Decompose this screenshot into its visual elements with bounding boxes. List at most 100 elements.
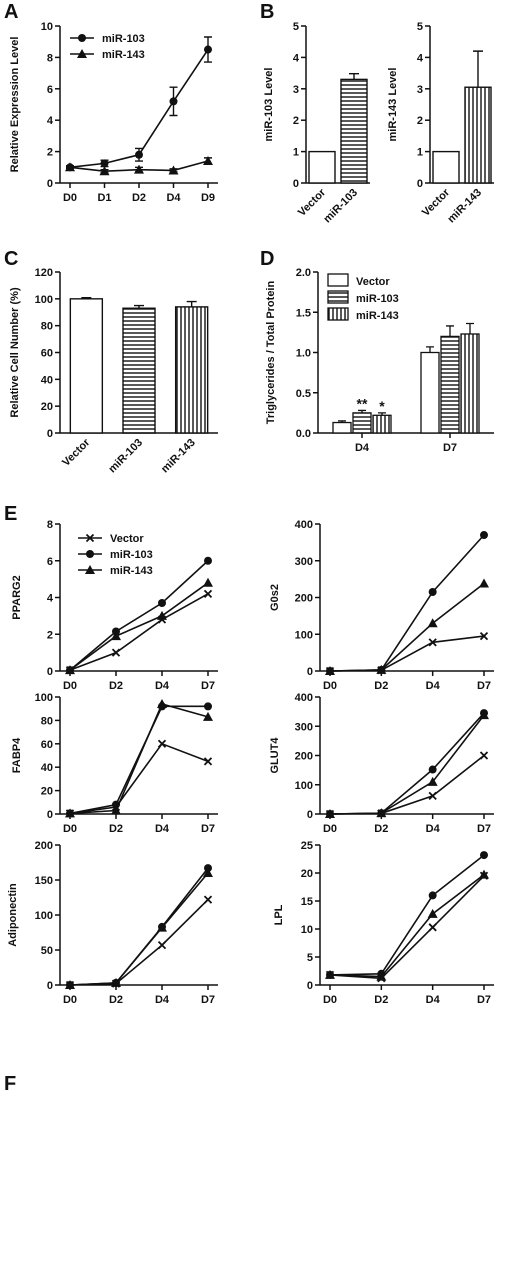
x-tick-label: D4 [426,994,441,1006]
data-point [376,664,387,674]
x-tick-label: D7 [201,994,215,1006]
significance-label: ** [357,395,368,411]
bar [122,307,156,434]
series-line-circle [69,560,209,671]
x-tick-label: D7 [201,680,215,692]
x-tick-label: miR-103 [321,187,360,226]
legend-label: miR-143 [102,49,145,61]
error-bar [378,412,386,416]
data-point [203,156,213,166]
x-tick-label: D7 [477,823,491,835]
x-tick-label: D2 [374,823,388,835]
bar [464,86,492,184]
data-point [428,638,437,647]
x-tick-label: D0 [63,192,77,204]
series-line-triangle [69,703,209,815]
data-point [111,648,121,657]
legend-label: Vector [356,276,390,288]
error-bar [186,300,197,307]
data-point [376,808,387,818]
legend-marker [78,34,86,42]
data-point [204,702,212,711]
series-line-triangle [69,582,209,671]
error-bar [466,322,474,334]
data-point [135,150,143,159]
y-tick-label: 50 [41,945,53,957]
x-tick-label: miR-103 [106,437,145,476]
panel-letter-d: D [260,248,274,270]
data-point [203,757,213,766]
y-tick-label: 2 [417,115,423,127]
data-point [428,765,437,774]
data-point [169,97,178,106]
x-tick-label: D4 [426,680,441,692]
panel-letter-e: E [4,503,17,525]
error-bar [134,304,144,309]
y-tick-label: 200 [35,840,53,852]
y-tick-label: 20 [41,401,53,413]
data-point [158,599,166,608]
y-tick-label: 100 [35,294,53,306]
x-tick-label: D7 [443,442,457,454]
data-point [157,940,167,950]
x-tick-label: D2 [374,994,388,1006]
bar [340,78,368,184]
error-bar [446,325,454,337]
bar [69,298,104,434]
y-tick-label: 0.0 [296,428,311,440]
y-tick-label: 2 [47,629,53,641]
data-point [427,776,438,786]
y-tick-label: 100 [35,692,53,704]
data-point [111,977,121,987]
y-tick-label: 20 [301,868,313,880]
bar [432,150,460,184]
panel-letter-f: F [4,1073,16,1095]
data-point [479,710,489,720]
data-point [65,665,75,675]
y-tick-label: 5 [293,21,299,33]
x-tick-label: D0 [63,994,77,1006]
y-tick-label: 300 [295,556,313,568]
data-point [479,578,489,588]
data-point [157,699,167,709]
y-axis-label: Adiponectin [7,883,19,947]
x-tick-label: D7 [201,823,215,835]
series-line-x [69,593,209,671]
data-point [99,166,110,176]
y-tick-label: 4 [417,52,424,64]
x-tick-label: D2 [109,994,123,1006]
legend-label: Vector [110,533,144,545]
data-point [480,531,488,540]
data-point [157,610,167,620]
data-point [100,159,109,168]
y-tick-label: 20 [41,786,53,798]
chart-e3: 0 20 40 60 80 100 FABP4 D0 D2 D4 D7 [11,692,218,835]
y-tick-label: 0 [47,809,53,821]
data-point [428,923,437,932]
y-tick-label: 0 [307,809,313,821]
y-tick-label: 0.5 [296,388,311,400]
data-point [428,891,437,900]
x-tick-label: D7 [477,994,491,1006]
x-tick-label: D0 [323,823,337,835]
panel-letter-c: C [4,248,18,270]
y-axis-label: LPL [273,904,285,925]
x-tick-label: D0 [63,823,77,835]
y-axis-label: Relative Expression Level [9,37,21,173]
x-tick-label: D4 [155,680,170,692]
y-tick-label: 100 [295,629,313,641]
y-axis-label: G0s2 [269,584,281,611]
x-tick-label: D0 [323,680,337,692]
y-tick-label: 4 [47,115,54,127]
series-line-x [329,635,485,672]
error-bar [473,50,483,88]
y-tick-label: 25 [301,840,313,852]
y-tick-label: 1 [417,147,423,159]
y-tick-label: 10 [41,21,53,33]
data-point [203,589,213,598]
y-tick-label: 2 [293,115,299,127]
y-tick-label: 1 [293,147,299,159]
y-tick-label: 400 [295,692,313,704]
data-point [428,791,437,801]
